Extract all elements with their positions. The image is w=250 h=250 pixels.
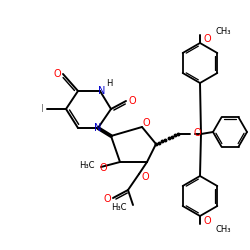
Text: H₃C: H₃C bbox=[79, 162, 95, 170]
Text: O: O bbox=[142, 118, 150, 128]
Text: O: O bbox=[128, 96, 136, 106]
Text: CH₃: CH₃ bbox=[215, 26, 230, 36]
Text: O: O bbox=[203, 34, 210, 44]
Text: O: O bbox=[53, 69, 61, 79]
Text: H₃C: H₃C bbox=[111, 204, 127, 212]
Text: O: O bbox=[142, 172, 150, 182]
Text: O: O bbox=[193, 128, 200, 138]
Text: N: N bbox=[94, 123, 102, 133]
Text: O: O bbox=[99, 163, 106, 173]
Text: O: O bbox=[103, 194, 111, 204]
Text: O: O bbox=[203, 216, 210, 226]
Text: H: H bbox=[106, 78, 112, 88]
Text: N: N bbox=[98, 86, 106, 96]
Text: I: I bbox=[40, 104, 43, 114]
Text: CH₃: CH₃ bbox=[215, 226, 230, 234]
